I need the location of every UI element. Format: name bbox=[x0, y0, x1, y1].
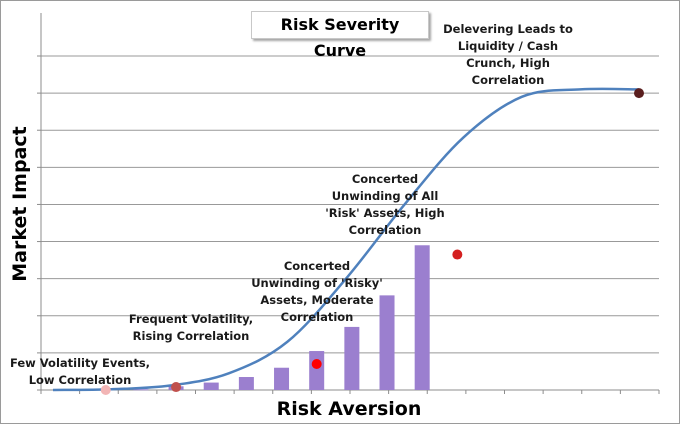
data-point bbox=[634, 88, 644, 99]
annotation-frequent-volatility: Frequent Volatility, Rising Correlation bbox=[128, 312, 254, 343]
bar bbox=[238, 377, 254, 390]
annotation-all-risk-assets: Concerted Unwinding of All 'Risk' Assets… bbox=[325, 172, 445, 237]
data-point bbox=[452, 249, 463, 260]
chart-title: Risk Severity Curve bbox=[251, 11, 429, 60]
annotation-risky-assets: Concerted Unwinding of 'Risky' Assets, M… bbox=[251, 259, 383, 324]
x-axis-label: Risk Aversion bbox=[276, 398, 422, 420]
bar bbox=[379, 295, 395, 390]
data-point bbox=[171, 382, 182, 393]
y-axis-label: Market Impact bbox=[9, 126, 31, 282]
data-point bbox=[311, 359, 322, 370]
severity-curve bbox=[52, 87, 640, 392]
annotation-few-volatility: Few Volatility Events, Low Correlation bbox=[9, 356, 151, 387]
bar bbox=[274, 367, 290, 390]
bar bbox=[344, 326, 360, 390]
bar bbox=[133, 389, 149, 391]
data-point bbox=[100, 385, 111, 395]
annotation-delevering: Delevering Leads to Liquidity / Cash Cru… bbox=[443, 22, 573, 87]
bar bbox=[309, 351, 325, 390]
bar bbox=[414, 245, 430, 390]
bar bbox=[203, 382, 219, 390]
